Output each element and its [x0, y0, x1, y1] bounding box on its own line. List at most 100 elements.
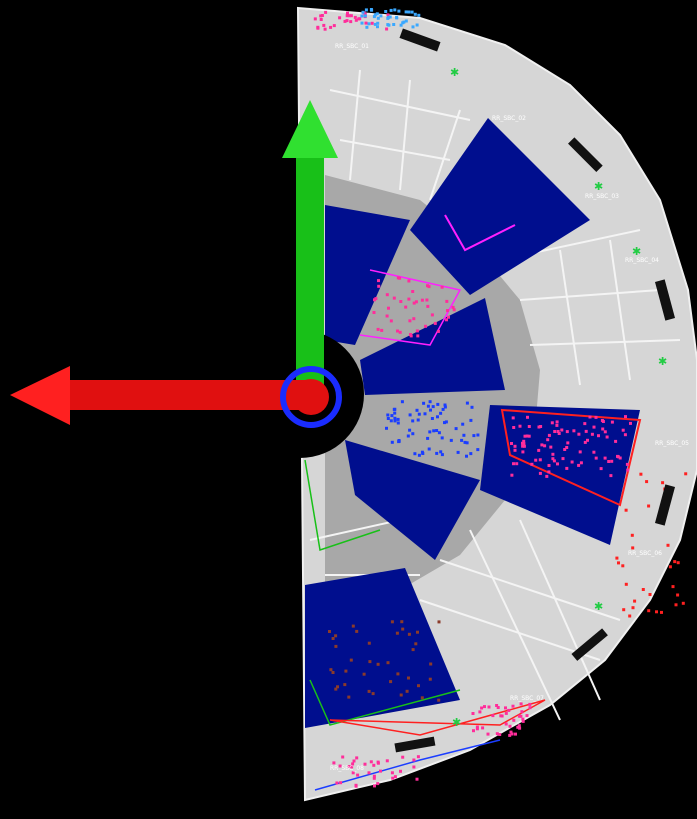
hit-dot	[372, 15, 376, 19]
hit-dot	[379, 769, 382, 773]
sector-upper[interactable]	[410, 118, 590, 295]
hit-dot	[436, 415, 439, 419]
hit-dot	[344, 669, 348, 673]
hit-dot	[349, 20, 353, 24]
hit-dot	[432, 429, 436, 433]
hit-dot	[367, 22, 371, 26]
hit-dot	[386, 417, 390, 420]
hit-dot	[570, 460, 574, 464]
hit-dot	[515, 462, 519, 466]
green-y-axis-arrow-icon[interactable]	[282, 100, 338, 158]
hit-dot	[436, 402, 440, 406]
hit-dot	[572, 429, 576, 433]
hit-dot	[472, 434, 476, 438]
hit-dot	[335, 781, 339, 785]
hit-dot	[341, 755, 345, 759]
hit-dot	[367, 641, 371, 645]
sector-bottom[interactable]	[305, 568, 460, 728]
hit-dot	[583, 422, 587, 426]
hit-dot	[319, 18, 323, 21]
hit-dot	[495, 732, 499, 736]
hit-dot	[549, 445, 553, 449]
hit-dot	[550, 421, 554, 425]
hit-dot	[454, 427, 458, 431]
hit-dot	[345, 14, 349, 18]
hit-dot	[429, 662, 433, 666]
hit-dot	[601, 420, 605, 423]
sector-lower[interactable]	[345, 440, 480, 560]
hit-dot	[504, 706, 507, 710]
hit-dot	[553, 430, 557, 433]
hit-dot	[583, 440, 587, 444]
hit-dot	[471, 712, 475, 715]
sector-right-upper[interactable]	[360, 298, 505, 395]
hit-dot	[447, 315, 450, 319]
hit-dot	[401, 755, 405, 759]
hit-dot	[385, 293, 389, 297]
hit-dot	[539, 425, 543, 428]
hit-dot	[396, 417, 400, 421]
hit-dot	[437, 698, 441, 702]
hit-dot	[625, 462, 629, 466]
hit-dot	[565, 466, 569, 470]
hit-dot	[390, 620, 394, 624]
hit-dot	[469, 452, 473, 456]
hit-dot	[385, 426, 388, 430]
hit-dot	[660, 610, 663, 614]
red-x-axis-arrow-icon[interactable]	[10, 366, 70, 425]
hit-dot	[523, 434, 527, 438]
hit-dot	[556, 430, 560, 433]
hit-dot	[512, 426, 516, 429]
hit-dot	[393, 8, 397, 12]
hit-dot	[445, 299, 449, 303]
green-asterisk-marker-icon: ✱	[632, 245, 641, 258]
hit-dot	[551, 457, 555, 461]
hit-dot	[594, 415, 598, 419]
hit-dot	[412, 317, 416, 321]
hit-dot	[424, 324, 427, 328]
axis-gizmo[interactable]	[10, 100, 342, 428]
hit-dot	[391, 776, 395, 780]
hit-dot	[332, 24, 336, 28]
hit-dot	[367, 771, 371, 775]
hit-dot	[329, 668, 333, 672]
hit-dot	[470, 405, 474, 409]
hit-dot	[320, 14, 324, 17]
hit-dot	[578, 450, 582, 454]
hit-dot	[338, 16, 342, 20]
sector-top-left[interactable]	[325, 205, 410, 345]
hit-dot	[408, 413, 412, 417]
hit-dot	[527, 434, 531, 438]
hit-dot	[372, 763, 376, 767]
hit-dot	[462, 433, 466, 437]
hit-dot	[618, 456, 622, 460]
hit-dot	[605, 435, 609, 439]
hit-dot	[389, 8, 393, 12]
hit-dot	[440, 436, 444, 440]
hit-dot	[610, 420, 614, 424]
hit-dot	[486, 732, 490, 736]
hit-dot	[400, 400, 404, 404]
hit-dot	[416, 630, 419, 634]
hit-dot	[323, 27, 327, 31]
hit-dot	[647, 609, 651, 613]
hit-dot	[624, 508, 628, 512]
hit-dot	[436, 329, 440, 333]
hit-dot	[324, 10, 328, 14]
origin-sphere-icon[interactable]	[293, 379, 329, 415]
hit-dot	[411, 25, 415, 29]
hit-dot	[397, 439, 401, 442]
sector-right[interactable]	[480, 405, 640, 545]
board-labels: RR_SBC_01 RR_SBC_02 RR_SBC_03 RR_SBC_04 …	[330, 43, 689, 772]
hit-dot	[563, 448, 567, 451]
hit-dot	[518, 726, 522, 730]
hit-dot	[379, 14, 383, 18]
hit-dot	[368, 660, 372, 664]
hit-dot	[420, 696, 424, 700]
hit-dot	[504, 711, 508, 715]
hit-dot	[349, 14, 353, 18]
hit-dot	[525, 434, 529, 438]
hit-dot	[526, 415, 529, 419]
hit-dot	[430, 417, 434, 420]
